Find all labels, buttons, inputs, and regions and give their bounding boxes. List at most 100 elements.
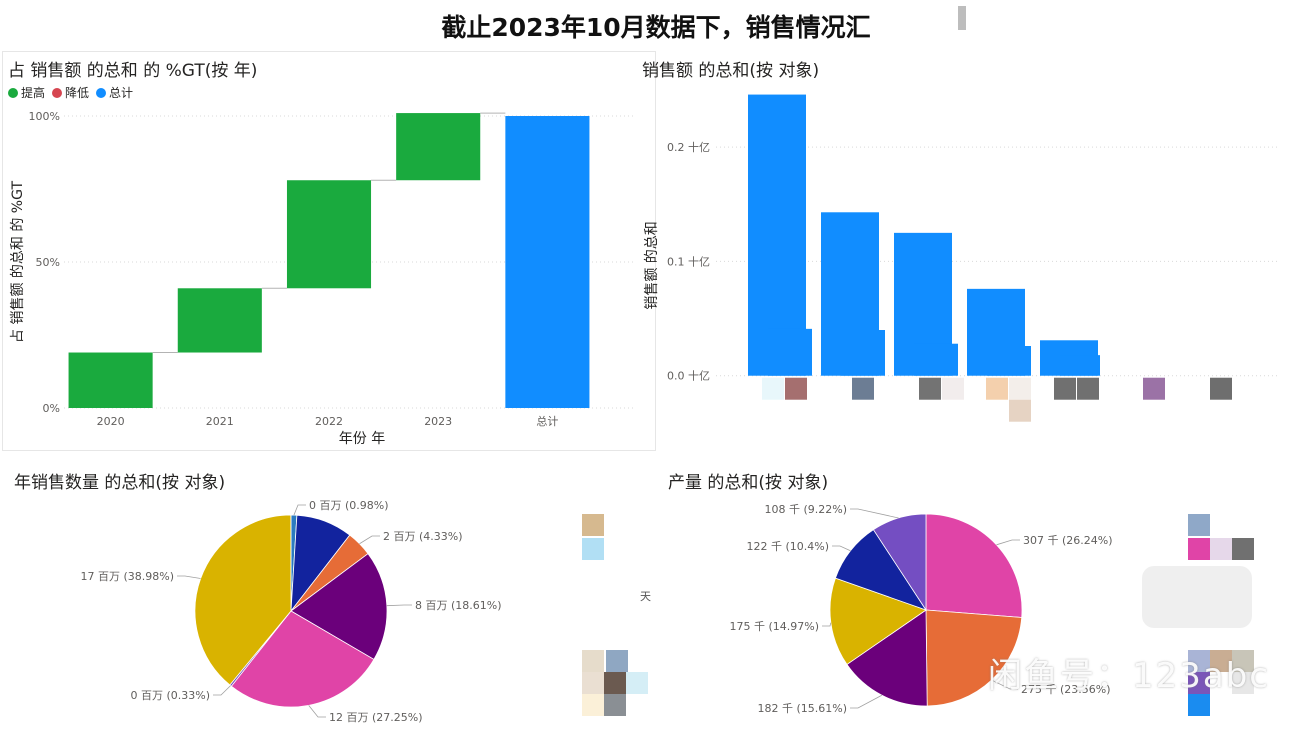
- legend-swatch[interactable]: [604, 694, 626, 716]
- pie-sales-qty-title: 年销售数量 的总和(按 对象): [14, 473, 226, 493]
- legend-swatch[interactable]: [604, 672, 626, 694]
- watermark-logo: [1142, 566, 1252, 628]
- pie-output-legend: [1188, 514, 1258, 724]
- pie-slice: [829, 577, 927, 665]
- pie-data-label: 8 百万 (18.61%): [415, 599, 502, 612]
- legend-swatch[interactable]: [1188, 538, 1210, 560]
- pie-slice: [290, 553, 388, 660]
- legend-item-decrease[interactable]: 降低: [52, 84, 89, 101]
- pie-slice: [872, 513, 927, 612]
- y-axis-title: 销售额 的总和: [644, 221, 660, 309]
- legend-swatch[interactable]: [1188, 694, 1210, 716]
- legend-total-label: 总计: [109, 86, 134, 100]
- pie-leader-line: [308, 705, 326, 718]
- bar: [1060, 355, 1100, 376]
- bar: [841, 330, 885, 376]
- pie-data-label: 0 百万 (0.33%): [130, 689, 210, 702]
- legend-swatch[interactable]: [1188, 650, 1210, 672]
- pie-slice: [925, 513, 1023, 618]
- pie-data-label: 108 千 (9.22%): [764, 503, 847, 516]
- waterfall-bar: [505, 116, 590, 408]
- waterfall-chart-panel[interactable]: [2, 51, 656, 451]
- pie-output-title: 产量 的总和(按 对象): [668, 473, 829, 493]
- pie-slice: [194, 514, 292, 686]
- legend-swatch[interactable]: [1188, 672, 1210, 694]
- legend-decrease-label: 降低: [65, 86, 90, 100]
- category-swatch: [1210, 377, 1232, 400]
- category-swatch: [919, 377, 941, 400]
- y-tick-label: 0.2 十亿: [667, 140, 710, 154]
- category-swatch: [1077, 377, 1099, 400]
- legend-swatch[interactable]: [1232, 538, 1254, 560]
- legend-increase-label: 提高: [21, 86, 46, 100]
- y-tick-label: 100%: [29, 110, 60, 123]
- x-tick-label: 总计: [536, 414, 558, 428]
- pie-sales-qty-legend: [582, 514, 648, 724]
- y-tick-label: 50%: [36, 256, 60, 269]
- legend-swatch[interactable]: [582, 514, 604, 536]
- pie-leader-line: [832, 545, 851, 552]
- pie-data-label: 12 百万 (27.25%): [329, 711, 423, 724]
- x-tick-label: 2020: [97, 415, 125, 428]
- waterfall-chart-title: 占 销售额 的总和 的 %GT(按 年): [8, 61, 258, 81]
- pie-leader-line: [996, 539, 1020, 546]
- pie-leader-line: [386, 604, 412, 607]
- category-swatch: [1009, 399, 1031, 422]
- legend-swatch[interactable]: [1232, 650, 1254, 672]
- category-swatch: [986, 377, 1008, 400]
- y-axis-title: 占 销售额 的总和 的 %GT: [10, 181, 26, 343]
- category-swatch: [942, 377, 964, 400]
- pie-slice: [846, 609, 928, 707]
- pie-leader-line: [213, 685, 231, 696]
- legend-swatch[interactable]: [626, 672, 648, 694]
- legend-swatch[interactable]: [1210, 538, 1232, 560]
- pie-data-label: 182 千 (15.61%): [757, 702, 847, 715]
- legend-swatch[interactable]: [582, 650, 604, 672]
- pie-leader-line: [359, 535, 380, 545]
- x-tick-label: 2021: [206, 415, 234, 428]
- watermark-text: 闲鱼号：123abc: [988, 656, 1271, 696]
- legend-item-increase[interactable]: 提高: [8, 84, 45, 101]
- pie-output-chart: 307 千 (26.24%) 275 千 (23.56%) 182 千 (15.61…: [729, 503, 1112, 715]
- page-title: 截止2023年10月数据下，销售情况汇: [441, 13, 871, 42]
- legend-swatch[interactable]: [582, 694, 604, 716]
- legend-swatch[interactable]: [1232, 672, 1254, 694]
- pie-sales-qty-chart: 0 百万 (0.98%) 2 百万 (4.33%) 8 百万 (18.61%) 12 …: [80, 499, 502, 724]
- bar: [914, 343, 958, 376]
- legend-swatch[interactable]: [1210, 650, 1232, 672]
- y-tick-label: 0%: [43, 402, 60, 415]
- category-swatch: [852, 377, 874, 400]
- pie-leader-line: [991, 679, 1018, 690]
- y-tick-label: 0.1 十亿: [667, 254, 710, 268]
- pie-data-label: 175 千 (14.97%): [729, 620, 819, 633]
- pie-data-label: 2 百万 (4.33%): [383, 530, 463, 543]
- category-swatch: [1054, 377, 1076, 400]
- bar: [768, 328, 812, 376]
- pie-leader-line: [850, 508, 899, 519]
- category-swatch: [1009, 377, 1031, 400]
- pie-data-label: 122 千 (10.4%): [746, 540, 829, 553]
- legend-swatch[interactable]: [606, 650, 628, 672]
- pie-leader-line: [177, 575, 201, 579]
- legend-swatch[interactable]: [582, 672, 604, 694]
- legend-swatch[interactable]: [582, 538, 604, 560]
- pie-slice: [230, 610, 375, 708]
- pie-slice: [925, 609, 1023, 707]
- x-tick-label: 2023: [424, 415, 452, 428]
- pie-leader-line: [850, 694, 883, 709]
- waterfall-legend: 提高 降低 总计: [8, 84, 133, 101]
- legend-increase-dot: [8, 87, 18, 98]
- category-swatch: [762, 377, 784, 400]
- x-tick-label: 2022: [315, 415, 343, 428]
- x-axis-title: 年份 年: [339, 431, 385, 447]
- legend-total-dot: [96, 87, 107, 98]
- legend-item-total[interactable]: 总计: [96, 84, 133, 101]
- pie-data-label: 275 千 (23.56%): [1021, 683, 1111, 696]
- category-swatch: [1143, 377, 1165, 400]
- title-decoration: [958, 6, 966, 30]
- legend-swatch[interactable]: [1188, 514, 1210, 536]
- bar-chart-title: 销售额 的总和(按 对象): [642, 61, 820, 81]
- legend-decrease-dot: [52, 87, 63, 98]
